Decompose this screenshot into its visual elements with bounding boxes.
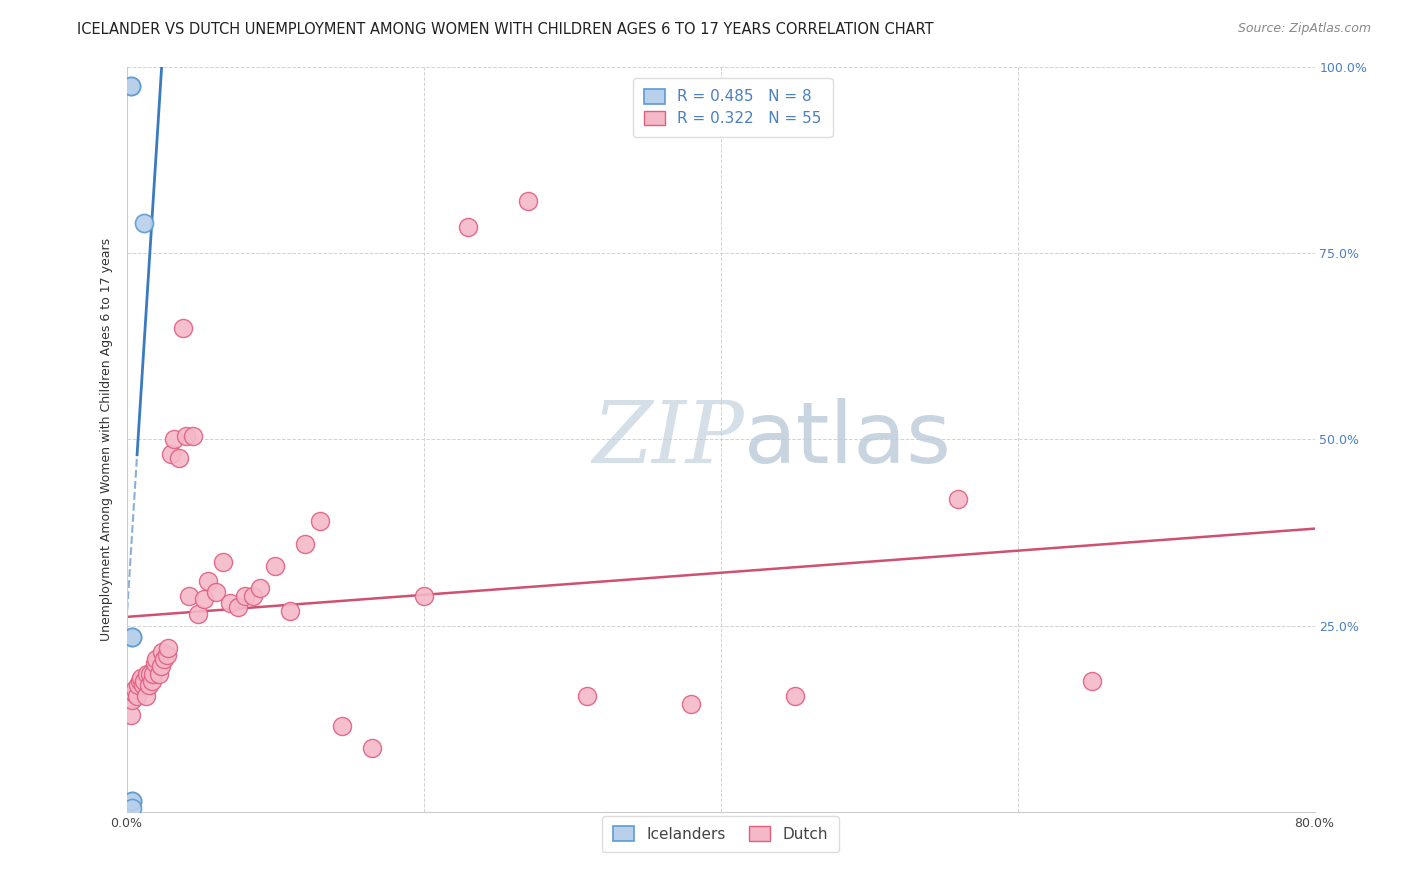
Point [575,690,598,704]
Point [183,428,205,442]
Point [212,555,235,569]
Point [121,801,143,815]
Point [226,599,249,614]
Point [120,707,142,722]
Text: Source: ZipAtlas.com: Source: ZipAtlas.com [1237,22,1371,36]
Point [143,656,166,670]
Point [134,674,156,689]
Point [145,652,167,666]
Point [134,216,156,230]
Point [121,630,143,644]
Point [132,678,155,692]
Text: atlas: atlas [744,398,952,481]
Point [204,585,226,599]
Point [121,793,143,807]
Point [172,320,194,334]
Point [142,667,165,681]
Point [187,607,209,622]
Point [127,678,149,692]
Point [121,630,143,644]
Point [152,652,174,666]
Point [157,640,180,655]
Text: ZIP: ZIP [592,398,744,481]
Point [308,514,330,528]
Point [121,693,143,707]
Point [135,690,157,704]
Point [360,741,382,756]
Point [516,194,538,208]
Point [294,536,316,550]
Point [197,574,219,588]
Point [124,681,146,696]
Point [125,690,148,704]
Y-axis label: Unemployment Among Women with Children Ages 6 to 17 years: Unemployment Among Women with Children A… [100,238,114,640]
Point [783,690,806,704]
Point [156,648,179,663]
Point [948,491,970,506]
Point [412,589,434,603]
Point [136,667,159,681]
Point [129,674,152,689]
Point [177,589,200,603]
Point [150,644,173,658]
Point [242,589,264,603]
Point [330,719,353,733]
Point [121,793,143,807]
Point [160,447,183,461]
Point [233,589,257,603]
Point [138,678,160,692]
Point [457,220,479,235]
Point [148,667,170,681]
Point [167,450,190,465]
Point [249,582,271,596]
Point [278,604,301,618]
Point [679,697,702,711]
Point [131,671,153,685]
Text: ICELANDER VS DUTCH UNEMPLOYMENT AMONG WOMEN WITH CHILDREN AGES 6 TO 17 YEARS COR: ICELANDER VS DUTCH UNEMPLOYMENT AMONG WO… [77,22,934,37]
Point [163,433,186,447]
Point [120,78,142,93]
Point [264,558,287,573]
Point [193,592,215,607]
Point [139,667,162,681]
Point [174,428,197,442]
Point [149,659,172,673]
Legend: Icelanders, Dutch: Icelanders, Dutch [602,815,839,853]
Point [122,685,145,699]
Point [1081,674,1104,689]
Point [141,674,163,689]
Point [120,78,142,93]
Point [219,596,242,610]
